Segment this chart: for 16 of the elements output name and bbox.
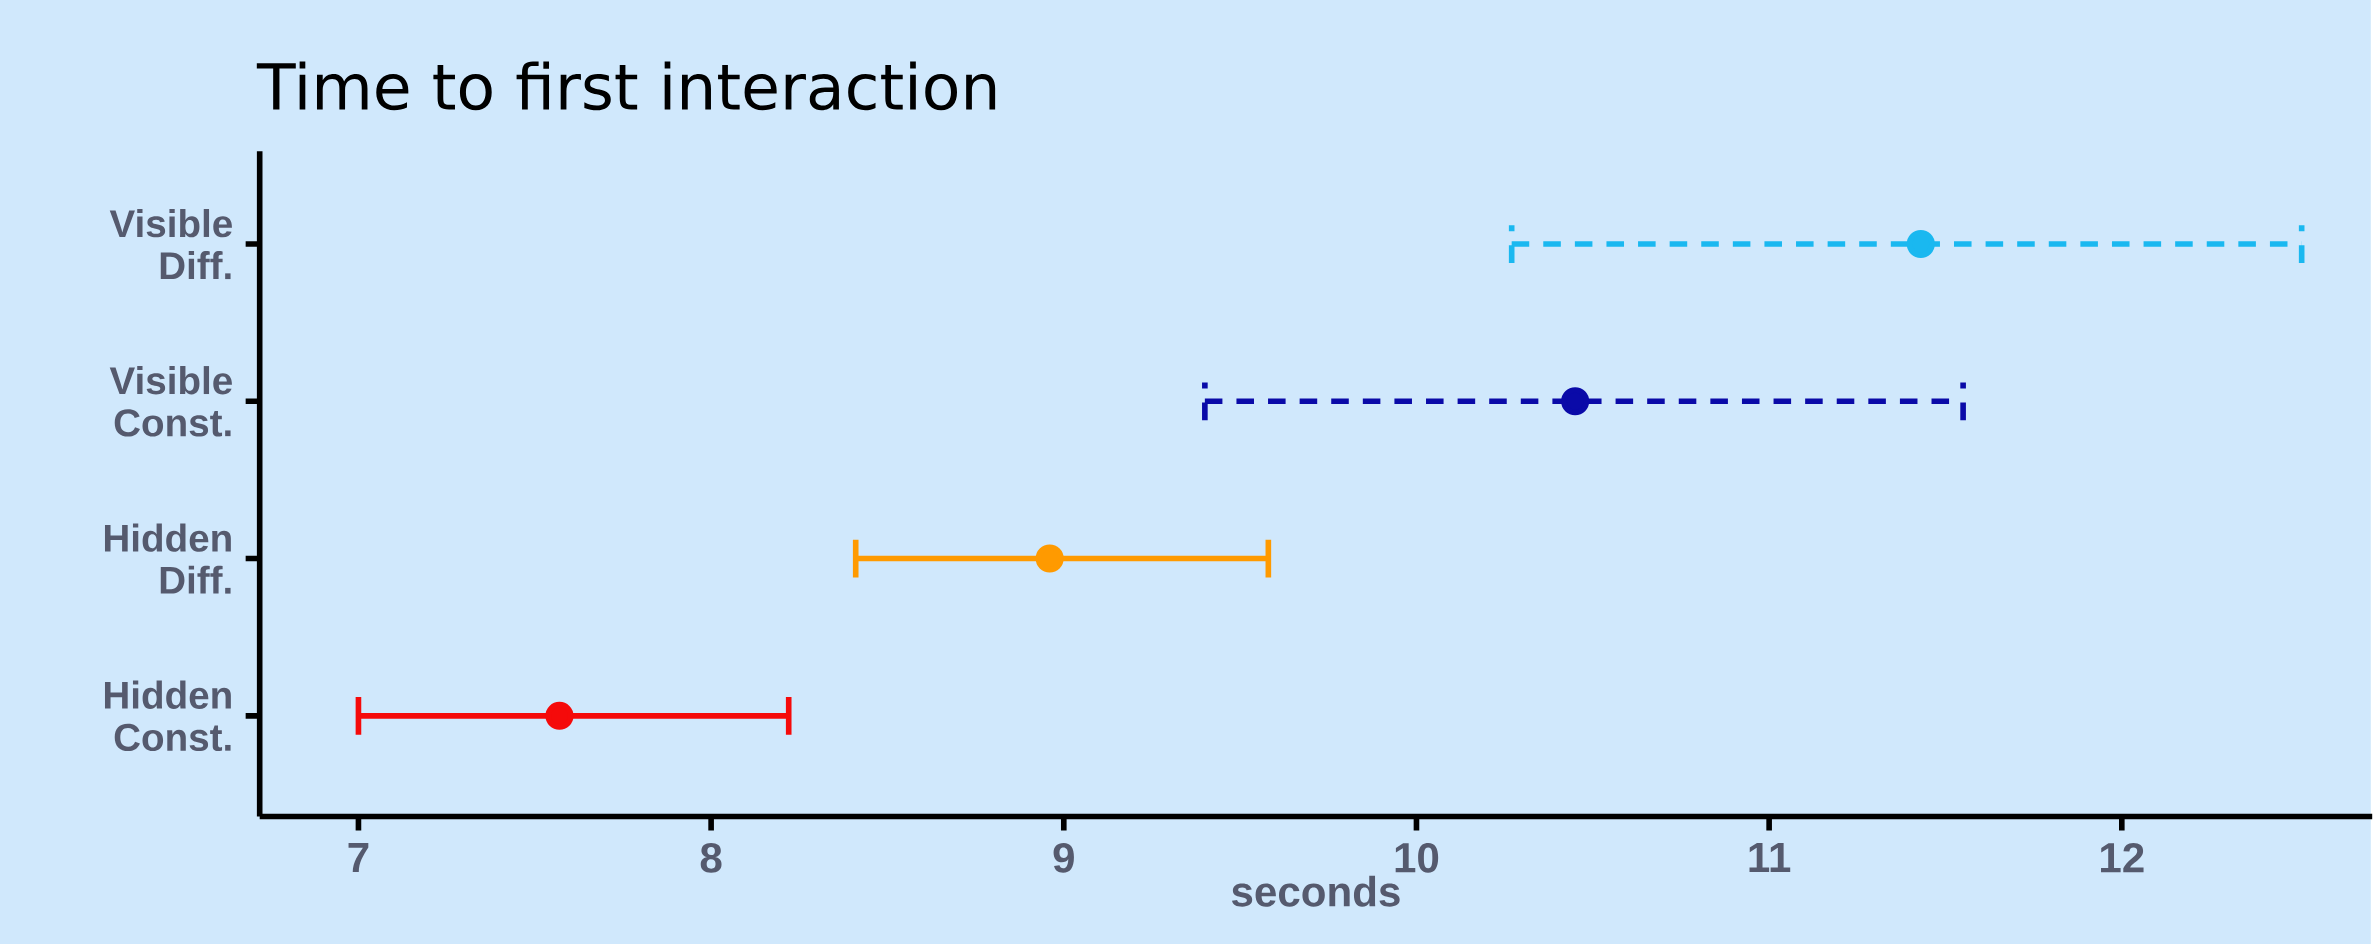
x-axis-title: seconds xyxy=(1231,875,1400,907)
point xyxy=(545,701,574,730)
x-tick-label: 9 xyxy=(1053,842,1074,873)
point xyxy=(1561,387,1590,416)
y-tick-label: Hidden Const. xyxy=(104,680,231,751)
x-tick-label: 12 xyxy=(2101,842,2144,873)
x-tick-label: 10 xyxy=(1395,842,1439,873)
point xyxy=(1035,544,1064,573)
point xyxy=(1906,229,1935,258)
y-tick-label: Visible Const. xyxy=(109,365,232,437)
x-tick-label: 7 xyxy=(348,842,369,872)
y-tick-label: Hidden Diff. xyxy=(104,523,231,594)
x-tick-label: 11 xyxy=(1749,842,1791,872)
y-tick-label: Visible Diff. xyxy=(109,208,232,279)
x-tick-label: 8 xyxy=(700,842,722,873)
chart-title: Time to first interaction xyxy=(256,61,996,111)
